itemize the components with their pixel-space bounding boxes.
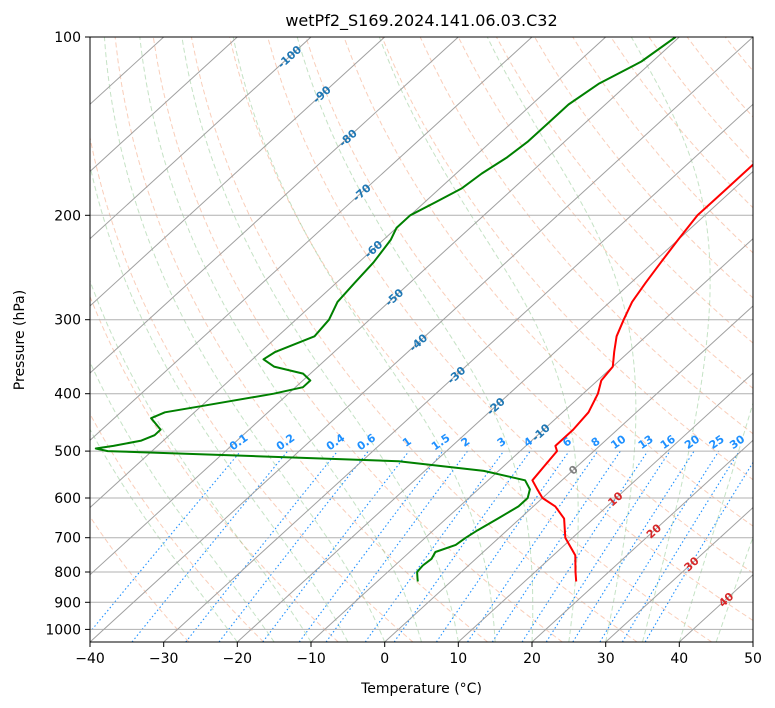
moist-adiabat-line bbox=[90, 428, 238, 642]
dry-adiabat-line bbox=[229, 37, 712, 642]
isotherm-gridline bbox=[90, 37, 753, 642]
x-tick-label: 50 bbox=[744, 651, 762, 667]
moist-adiabat-line bbox=[715, 535, 753, 642]
isotherm-gridline bbox=[90, 37, 386, 307]
mixing-ratio-line bbox=[435, 450, 570, 642]
dry-adiabat-line bbox=[152, 37, 563, 642]
dry-adiabat-line bbox=[534, 37, 753, 299]
y-tick-label: 700 bbox=[54, 531, 81, 547]
mixing-ratio-line bbox=[298, 450, 444, 642]
x-tick-label: 0 bbox=[380, 651, 389, 667]
dry-adiabat-line bbox=[495, 37, 753, 344]
mixing-ratio-line bbox=[491, 450, 621, 642]
mixing-ratio-line bbox=[467, 450, 599, 642]
dry-adiabat-line bbox=[419, 37, 753, 435]
y-tick-label: 400 bbox=[54, 387, 81, 403]
x-tick-label: −20 bbox=[223, 651, 253, 667]
y-axis-label: Pressure (hPa) bbox=[12, 290, 28, 390]
dry-adiabat-line bbox=[190, 37, 638, 642]
moist-adiabat-line bbox=[486, 37, 637, 642]
x-tick-label: 20 bbox=[523, 651, 541, 667]
x-tick-label: −10 bbox=[296, 651, 326, 667]
mixing-ratio-line bbox=[262, 450, 410, 642]
dry-adiabat-line bbox=[457, 37, 753, 389]
isotherm-gridline bbox=[163, 103, 753, 642]
mixing-ratio-line bbox=[364, 450, 505, 642]
dewpoint-line bbox=[94, 37, 677, 582]
x-tick-label: 40 bbox=[670, 651, 688, 667]
dry-adiabat-line bbox=[267, 37, 753, 622]
isotherm-gridline bbox=[90, 37, 680, 576]
plot-frame bbox=[89, 36, 754, 643]
isotherm-gridline bbox=[310, 237, 753, 642]
isotherm-gridline bbox=[90, 37, 533, 442]
isotherm-gridline bbox=[236, 170, 753, 642]
dry-adiabat-line bbox=[305, 37, 753, 574]
y-tick-label: 200 bbox=[54, 208, 81, 224]
y-tick-label: 1000 bbox=[45, 622, 81, 638]
y-tick-label: 300 bbox=[54, 313, 81, 329]
chart-title: wetPf2_S169.2024.141.06.03.C32 bbox=[285, 11, 557, 31]
moist-adiabats bbox=[90, 37, 753, 642]
plot-area bbox=[90, 37, 753, 642]
mixing-ratio-line bbox=[185, 450, 339, 642]
isotherm-gridline bbox=[90, 37, 607, 509]
isotherm-gridline bbox=[605, 506, 753, 642]
mixing-ratio-line bbox=[325, 450, 468, 642]
dry-adiabat-line bbox=[114, 37, 488, 642]
moist-adiabat-line bbox=[181, 37, 459, 642]
mixing-ratio-line bbox=[521, 450, 649, 642]
dry-adiabat-line bbox=[343, 37, 753, 527]
moist-adiabat-line bbox=[139, 37, 422, 642]
dry-adiabat-line bbox=[381, 37, 753, 481]
temperature-line bbox=[531, 163, 753, 582]
x-axis-label: Temperature (°C) bbox=[360, 681, 482, 697]
moist-adiabat-line bbox=[90, 163, 349, 642]
x-tick-label: 10 bbox=[449, 651, 467, 667]
moist-adiabat-line bbox=[232, 37, 496, 642]
mixing-ratio-line bbox=[572, 450, 695, 642]
isotherm-gridline bbox=[90, 37, 459, 374]
dry-adiabat-line bbox=[90, 412, 264, 642]
x-axis: −40 −30 −20 −10 0 10 20 30 40 50 bbox=[75, 642, 762, 667]
y-axis: 1000 900 800 700 600 500 400 300 200 100 bbox=[45, 30, 90, 638]
y-tick-label: 900 bbox=[54, 595, 81, 611]
isobar-gridlines bbox=[90, 37, 753, 630]
y-tick-label: 100 bbox=[54, 30, 81, 46]
moist-adiabat-line bbox=[296, 37, 534, 642]
mixing-ratio-line bbox=[90, 450, 242, 633]
isotherm-gridline bbox=[384, 305, 753, 642]
y-tick-label: 800 bbox=[54, 565, 81, 581]
x-tick-label: 30 bbox=[597, 651, 615, 667]
y-tick-label: 600 bbox=[54, 491, 81, 507]
mixing-ratio-line bbox=[621, 450, 740, 642]
profile-series bbox=[94, 37, 753, 582]
x-tick-label: −40 bbox=[75, 651, 105, 667]
isotherm-gridline bbox=[457, 372, 753, 642]
isotherm-gridline bbox=[90, 37, 312, 240]
moist-adiabat-line bbox=[378, 37, 579, 642]
isotherm-gridlines bbox=[90, 37, 753, 642]
mixing-ratio-line bbox=[131, 450, 289, 642]
isotherm-gridline bbox=[90, 37, 238, 173]
moist-adiabat-line bbox=[90, 361, 275, 642]
mixing-ratio-line bbox=[545, 450, 671, 642]
y-tick-label: 500 bbox=[54, 444, 81, 460]
isotherm-gridline bbox=[531, 439, 753, 642]
moist-adiabat-line bbox=[678, 401, 753, 642]
x-tick-label: −30 bbox=[149, 651, 179, 667]
moist-adiabat-line bbox=[630, 37, 711, 642]
